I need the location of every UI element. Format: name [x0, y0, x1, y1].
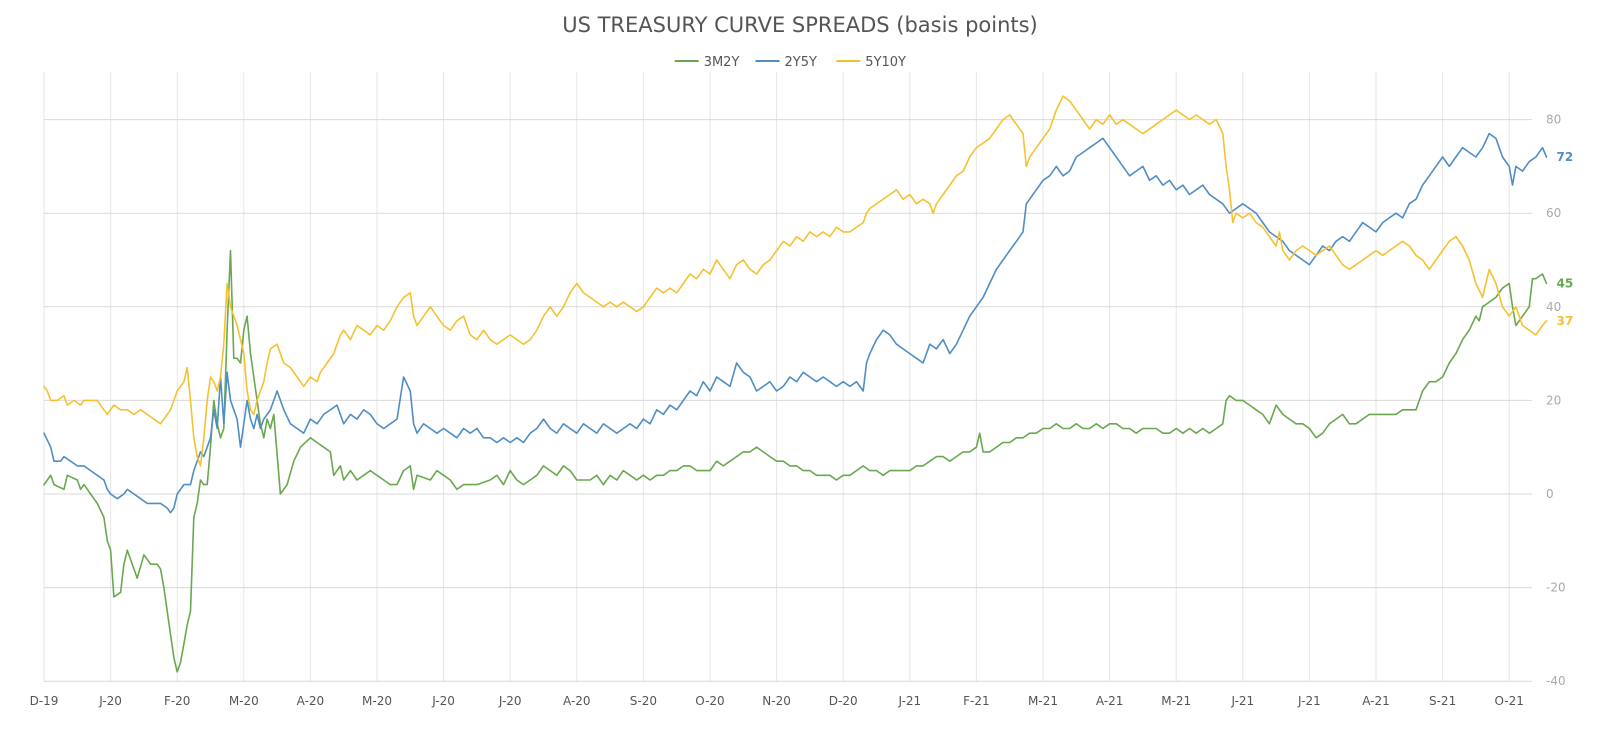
x-tick-label: A-20: [563, 694, 591, 708]
y-tick-label: 20: [1546, 393, 1561, 407]
horizontal-gridlines: [44, 119, 1532, 682]
series-line-5y10y: [43, 95, 1548, 467]
y-tick-label: 0: [1546, 487, 1554, 501]
series-line-2y5y: [43, 132, 1548, 514]
legend-item-2y5y[interactable]: 2Y5Y: [755, 55, 817, 70]
legend-label: 3M2Y: [704, 55, 740, 70]
x-tick-label: M-21: [1161, 694, 1191, 708]
legend: 3M2Y 2Y5Y 5Y10Y: [674, 55, 906, 70]
x-tick-label: N-20: [762, 694, 791, 708]
x-tick-label: J-21: [1230, 694, 1254, 708]
y-tick-label: -20: [1546, 581, 1566, 595]
x-tick-label: A-20: [297, 694, 325, 708]
legend-item-3m2y[interactable]: 3M2Y: [674, 55, 740, 70]
x-tick-label: J-21: [1297, 694, 1321, 708]
x-axis-tick-labels: D-19 J-20 F-20 M-20 A-20 M-20 J-20 J-20 A-20 S-20…: [30, 694, 1524, 708]
x-tick-label: O-20: [695, 694, 724, 708]
end-label-5y10y: 37: [1556, 314, 1573, 328]
series-lines: [43, 95, 1548, 673]
x-tick-label: D-20: [829, 694, 858, 708]
vertical-gridlines: [43, 72, 1510, 682]
x-tick-label: S-20: [630, 694, 657, 708]
x-tick-label: J-20: [431, 694, 455, 708]
x-tick-label: F-20: [164, 694, 191, 708]
end-label-3m2y: 45: [1556, 276, 1573, 290]
x-tick-label: M-20: [362, 694, 392, 708]
legend-item-5y10y[interactable]: 5Y10Y: [836, 55, 906, 70]
x-tick-label: J-21: [897, 694, 921, 708]
end-label-2y5y: 72: [1556, 150, 1573, 164]
x-tick-label: F-21: [963, 694, 990, 708]
x-tick-label: J-20: [498, 694, 522, 708]
legend-label: 5Y10Y: [865, 55, 906, 70]
chart-title: US TREASURY CURVE SPREADS (basis points): [562, 13, 1038, 37]
y-tick-label: 80: [1546, 113, 1561, 127]
y-tick-label: -40: [1546, 674, 1566, 688]
x-tick-label: S-21: [1429, 694, 1456, 708]
x-tick-label: O-21: [1495, 694, 1524, 708]
x-tick-label: J-20: [98, 694, 122, 708]
x-tick-label: A-21: [1096, 694, 1124, 708]
x-tick-label: M-21: [1028, 694, 1058, 708]
x-tick-label: M-20: [229, 694, 259, 708]
y-axis-tick-labels: -40 -20 0 20 40 60 80: [1546, 113, 1566, 689]
series-line-3m2y: [43, 249, 1548, 673]
series-end-labels: 45 72 37: [1556, 150, 1573, 328]
x-tick-label: D-19: [30, 694, 59, 708]
legend-label: 2Y5Y: [785, 55, 817, 70]
y-tick-label: 60: [1546, 206, 1561, 220]
x-tick-label: A-21: [1362, 694, 1390, 708]
y-tick-label: 40: [1546, 300, 1561, 314]
